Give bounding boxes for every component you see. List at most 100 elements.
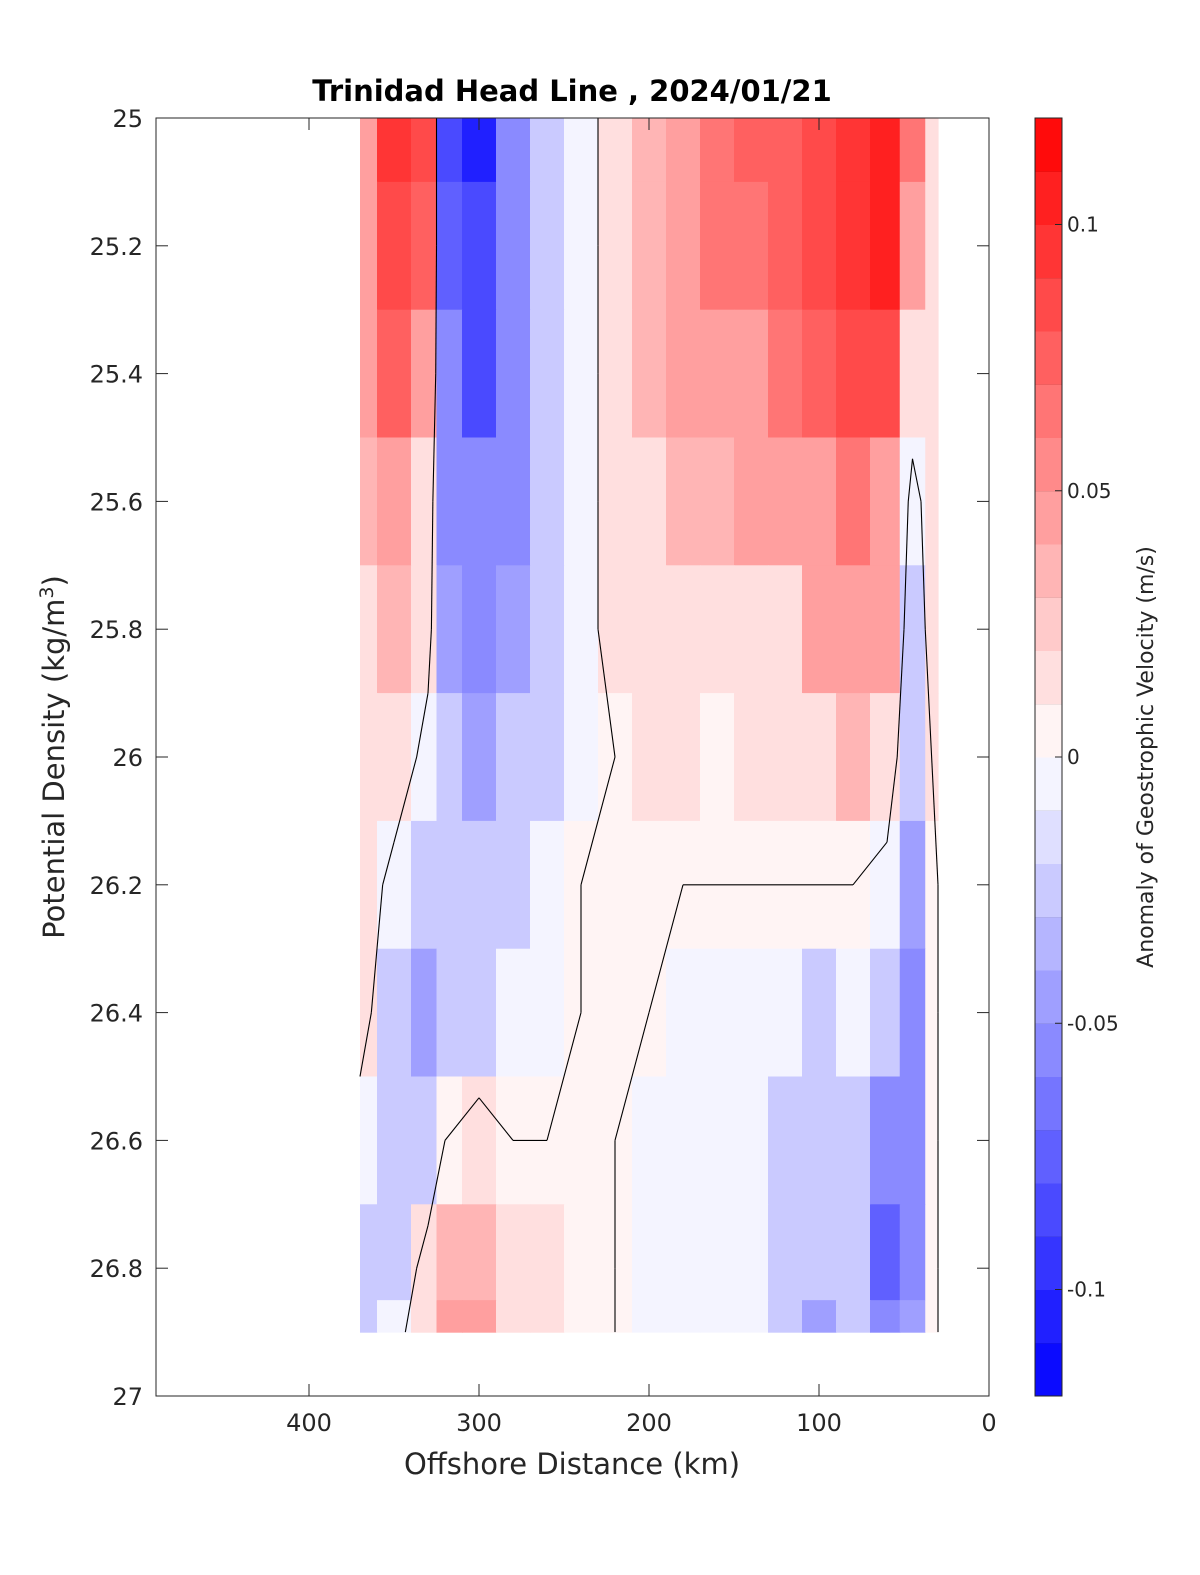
heatmap-cell [632, 437, 667, 566]
y-tick-label: 26.8 [90, 1255, 143, 1283]
colorbar-swatch [1035, 1289, 1062, 1344]
heatmap-cell [768, 948, 803, 1078]
heatmap-cell [768, 693, 803, 822]
heatmap-cell [632, 181, 667, 311]
heatmap-cell [632, 693, 667, 822]
heatmap-cells [360, 118, 939, 1333]
heatmap-cell [564, 118, 599, 183]
heatmap-cell [734, 1300, 769, 1333]
heatmap-cell [870, 309, 901, 439]
heatmap-cell [564, 309, 599, 439]
heatmap-cell [496, 309, 531, 439]
heatmap-cell [462, 181, 497, 311]
heatmap-cell [377, 1204, 412, 1301]
heatmap-cell [496, 565, 531, 694]
heatmap-cell [836, 1300, 871, 1333]
heatmap-cell [530, 820, 565, 950]
heatmap-cell [411, 1300, 438, 1333]
y-tick-label: 26.4 [90, 1000, 143, 1028]
zero-contour-segment [911, 458, 922, 502]
heatmap-cell [925, 437, 939, 566]
heatmap-cell [462, 565, 497, 694]
heatmap-cell [734, 948, 769, 1078]
colorbar-swatch [1035, 970, 1062, 1024]
heatmap-cell [598, 437, 633, 566]
heatmap-cell [836, 693, 871, 822]
heatmap-cell [899, 118, 926, 183]
colorbar-label: Anomaly of Geostrophic Velocity (m/s) [1134, 546, 1159, 968]
zero-contour-segment [580, 756, 616, 885]
heatmap-cell [768, 437, 803, 566]
heatmap-cell [899, 1076, 926, 1205]
heatmap-cell [360, 1076, 378, 1205]
heatmap-cell [666, 309, 701, 439]
heatmap-cell [436, 1076, 463, 1205]
colorbar-swatch [1035, 703, 1062, 758]
heatmap-cell [436, 437, 463, 566]
heatmap-cell [899, 948, 926, 1078]
y-tick-label: 25.6 [90, 488, 143, 516]
colorbar-swatch [1035, 384, 1062, 438]
heatmap-cell [802, 437, 837, 566]
heatmap-cell [899, 820, 926, 950]
heatmap-cell [925, 1204, 939, 1301]
heatmap-cell [564, 1076, 599, 1205]
colorbar-swatch [1035, 544, 1062, 598]
zero-contour-segment [546, 1012, 582, 1141]
heatmap-cell [700, 1300, 735, 1333]
heatmap-cell [870, 948, 901, 1078]
x-axis: 400 300 200 100 0 [286, 118, 997, 1437]
heatmap-cell [734, 1204, 769, 1301]
heatmap-cell [700, 693, 735, 822]
heatmap-cell [836, 1076, 871, 1205]
heatmap-cell [377, 1076, 412, 1205]
heatmap-cell [768, 1204, 803, 1301]
heatmap-cell [436, 181, 463, 311]
colorbar-swatch [1035, 863, 1062, 918]
heatmap-cell [700, 437, 735, 566]
colorbar-swatch [1035, 490, 1062, 545]
heatmap-cell [411, 565, 438, 694]
heatmap-cell [899, 1300, 926, 1333]
heatmap-cell [899, 437, 926, 566]
heatmap-cell [870, 820, 901, 950]
heatmap-cell [530, 1300, 565, 1333]
colorbar-tick-label: 0.1 [1067, 213, 1099, 237]
heatmap-cell [564, 693, 599, 822]
heatmap-cell [768, 309, 803, 439]
heatmap-cell [802, 693, 837, 822]
heatmap-cell [925, 820, 939, 950]
colorbar-swatch [1035, 1076, 1062, 1131]
heatmap-cell [496, 437, 531, 566]
heatmap-cell [598, 118, 633, 183]
colorbar-swatch [1035, 1236, 1062, 1290]
heatmap-cell [377, 437, 412, 566]
heatmap-cell [462, 1076, 497, 1205]
colorbar-tick-label: 0.05 [1067, 479, 1112, 503]
heatmap-cell [700, 309, 735, 439]
heatmap-cell [666, 565, 701, 694]
heatmap-cell [530, 309, 565, 439]
zero-contour-segment [597, 629, 616, 758]
heatmap-cell [899, 181, 926, 311]
heatmap-cell [360, 820, 378, 950]
zero-contour-segment [382, 842, 395, 885]
heatmap-cell [530, 565, 565, 694]
heatmap-cell [496, 181, 531, 311]
x-tick-label: 200 [626, 1409, 672, 1437]
zero-contour-segment [886, 756, 898, 843]
heatmap-cell [700, 565, 735, 694]
zero-contour-segment [427, 629, 432, 694]
y-axis-label-sup: 3 [36, 586, 58, 598]
zero-contour-segment [478, 1097, 514, 1141]
heatmap-cell [666, 1300, 701, 1333]
zero-contour-segment [931, 756, 939, 885]
heatmap-cell [530, 437, 565, 566]
heatmap-cell [666, 693, 701, 822]
zero-contour-segment [648, 884, 684, 1013]
y-axis-label-group: Potential Density (kg/m3) [36, 575, 71, 939]
plot-area: 400 300 200 100 0 25 25.2 25.4 25.6 25.8 26 26.2 26… [90, 105, 997, 1437]
heatmap-cell [411, 948, 438, 1078]
heatmap-cell [564, 437, 599, 566]
heatmap-cell [377, 948, 412, 1078]
